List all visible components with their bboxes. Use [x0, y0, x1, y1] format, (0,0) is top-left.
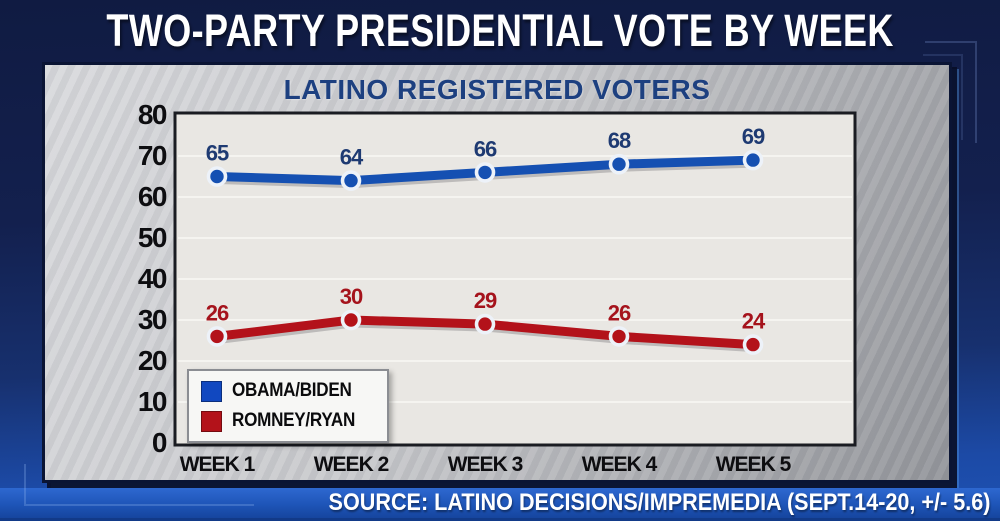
- corner-frame-decoration: [24, 464, 254, 506]
- chart-title: LATINO REGISTERED VOTERS: [283, 74, 711, 105]
- page-title: TWO-PARTY PRESIDENTIAL VOTE BY WEEK: [106, 5, 894, 56]
- corner-frame-decoration: [925, 41, 977, 143]
- chart-legend: OBAMA/BIDEN ROMNEY/RYAN: [187, 369, 389, 443]
- legend-label: OBAMA/BIDEN: [232, 380, 352, 401]
- chart-panel: LATINO REGISTERED VOTERS: [42, 62, 952, 483]
- legend-item-obama-biden: OBAMA/BIDEN: [201, 380, 369, 402]
- legend-swatch-red: [201, 410, 222, 432]
- header-banner: TWO-PARTY PRESIDENTIAL VOTE BY WEEK: [0, 0, 1000, 62]
- corner-frame-decoration: [923, 54, 963, 140]
- source-bar: SOURCE: LATINO DECISIONS/IMPREMEDIA (SEP…: [0, 488, 1000, 521]
- legend-item-romney-ryan: ROMNEY/RYAN: [201, 410, 369, 432]
- source-text: SOURCE: LATINO DECISIONS/IMPREMEDIA (SEP…: [328, 489, 990, 516]
- legend-swatch-blue: [201, 380, 222, 402]
- legend-label: ROMNEY/RYAN: [232, 410, 356, 431]
